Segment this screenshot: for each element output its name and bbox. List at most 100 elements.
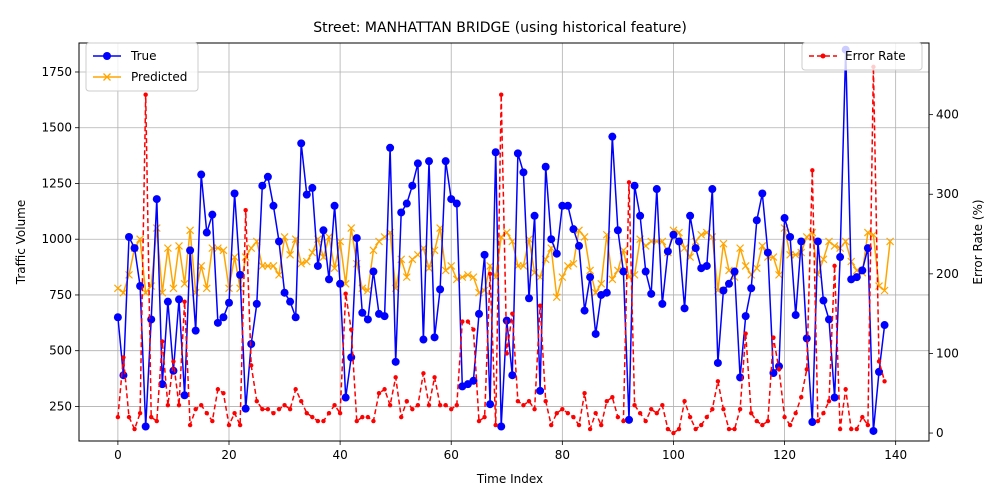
error-rate-point bbox=[854, 426, 859, 432]
predicted-point bbox=[752, 264, 761, 273]
true-point bbox=[291, 313, 300, 322]
true-point bbox=[586, 273, 595, 282]
axes: 0 20 40 60 80 100 120 1402505007501000125015001… bbox=[41, 65, 958, 462]
predicted-point bbox=[563, 262, 572, 270]
error-rate-point bbox=[776, 367, 782, 372]
legend-error-label: Error Rate bbox=[845, 49, 906, 63]
true-point bbox=[313, 261, 322, 270]
true-point bbox=[830, 393, 839, 402]
predicted-point bbox=[697, 230, 706, 239]
true-point bbox=[358, 308, 367, 317]
true-point bbox=[480, 250, 489, 259]
true-point bbox=[436, 285, 445, 294]
predicted-point bbox=[375, 237, 383, 246]
error-rate-point bbox=[271, 410, 276, 416]
error-rate-point bbox=[254, 399, 259, 404]
true-point bbox=[486, 400, 495, 409]
predicted-point bbox=[197, 262, 206, 270]
error-rate-point bbox=[349, 327, 354, 332]
predicted-point bbox=[458, 273, 467, 282]
true-point bbox=[219, 313, 228, 322]
true-point bbox=[797, 237, 806, 246]
true-point bbox=[780, 214, 789, 223]
true-point bbox=[397, 208, 406, 217]
error-rate-point bbox=[732, 426, 737, 432]
error-rate-point bbox=[704, 414, 709, 420]
x-axis-label: Time Index bbox=[476, 472, 543, 486]
true-point bbox=[530, 211, 539, 220]
error-rate-point bbox=[554, 410, 559, 416]
y-tick-label: 750 bbox=[49, 288, 72, 302]
error-rate-point bbox=[582, 391, 587, 396]
predicted-point bbox=[302, 257, 311, 266]
error-rate-point bbox=[821, 410, 826, 416]
true-point bbox=[813, 237, 822, 246]
error-rate-point bbox=[565, 410, 571, 416]
error-rate-point bbox=[787, 422, 793, 428]
true-point bbox=[369, 267, 378, 276]
error-rate-point bbox=[637, 410, 643, 416]
true-point bbox=[425, 157, 433, 166]
true-point bbox=[275, 237, 283, 246]
error-rate-point bbox=[165, 402, 171, 408]
predicted-point bbox=[741, 262, 750, 270]
predicted-point bbox=[747, 270, 756, 279]
error-rate-point bbox=[504, 351, 509, 356]
true-point bbox=[197, 170, 206, 179]
error-rate-point bbox=[610, 395, 615, 400]
predicted-point bbox=[169, 284, 178, 293]
x-tick-label: 60 bbox=[444, 448, 459, 462]
true-point bbox=[647, 289, 656, 298]
true-point bbox=[630, 181, 639, 190]
error-rate-point bbox=[782, 414, 787, 420]
true-point bbox=[691, 244, 700, 253]
error-rate-point bbox=[749, 410, 754, 416]
true-point bbox=[580, 306, 589, 315]
true-point bbox=[541, 162, 550, 171]
true-point bbox=[613, 226, 622, 235]
predicted-point bbox=[791, 250, 800, 259]
true-point bbox=[180, 391, 189, 400]
legend-left: True Predicted bbox=[85, 42, 199, 92]
true-point bbox=[213, 318, 222, 327]
y-tick-label: 1250 bbox=[41, 176, 72, 190]
predicted-point bbox=[841, 237, 850, 246]
error-rate-point bbox=[665, 426, 671, 432]
true-point bbox=[308, 183, 317, 192]
true-point bbox=[719, 286, 728, 295]
predicted-point bbox=[508, 237, 517, 246]
error-rate-point bbox=[876, 359, 882, 364]
true-point bbox=[569, 225, 578, 234]
predicted-point bbox=[247, 244, 256, 253]
error-rate-point bbox=[221, 391, 226, 396]
error-rate-point bbox=[365, 414, 371, 420]
predicted-point bbox=[425, 264, 433, 273]
error-rate-point bbox=[865, 422, 871, 428]
true-point bbox=[858, 266, 867, 275]
error-rate-point bbox=[232, 410, 237, 416]
predicted-point bbox=[186, 226, 195, 235]
true-point bbox=[230, 189, 239, 198]
x-tick-label: 40 bbox=[332, 448, 347, 462]
error-rate-point bbox=[432, 375, 437, 380]
true-point bbox=[669, 230, 678, 239]
true-point bbox=[702, 261, 711, 270]
true-point bbox=[602, 288, 611, 297]
error-rate-point bbox=[360, 414, 365, 420]
error-rate-point bbox=[843, 387, 848, 392]
error-rate-point bbox=[437, 402, 443, 408]
true-point bbox=[363, 315, 372, 324]
true-point bbox=[125, 232, 133, 241]
y-axis-label: Traffic Volume bbox=[14, 200, 28, 286]
predicted-point bbox=[180, 279, 189, 288]
true-point bbox=[441, 157, 450, 166]
error-rate-point bbox=[260, 406, 265, 412]
true-point bbox=[641, 267, 650, 276]
true-point bbox=[152, 195, 161, 204]
true-point bbox=[869, 426, 878, 435]
predicted-point bbox=[308, 248, 317, 257]
error-rate-point bbox=[449, 406, 454, 412]
true-point bbox=[497, 422, 506, 431]
true-point bbox=[575, 241, 583, 250]
true-point bbox=[608, 132, 617, 141]
